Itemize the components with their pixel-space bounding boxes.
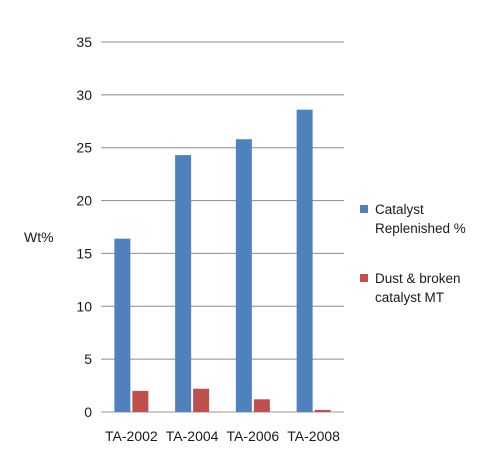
x-tick-label-TA-2006: TA-2006 (227, 428, 280, 444)
y-tick-label-5: 5 (84, 351, 92, 367)
x-tick-label-TA-2004: TA-2004 (166, 428, 219, 444)
y-tick-label-25: 25 (76, 140, 92, 156)
legend: Catalyst Replenished % Dust & broken cat… (360, 200, 475, 338)
bars (114, 109, 331, 413)
bar-2-TA-2006 (253, 399, 270, 412)
bar-1-TA-2004 (175, 155, 192, 412)
bar-1-TA-2008 (296, 109, 313, 413)
y-tick-label-30: 30 (76, 87, 92, 103)
y-axis-label: Wt% (24, 229, 54, 245)
legend-swatch-series-2 (360, 274, 368, 282)
legend-item-series-1: Catalyst Replenished % (360, 200, 475, 238)
gridlines (101, 41, 344, 413)
y-tick-label-20: 20 (76, 193, 92, 209)
x-tick-label-TA-2002: TA-2002 (105, 428, 158, 444)
bar-1-TA-2006 (235, 139, 252, 412)
y-tick-label-15: 15 (76, 245, 92, 261)
bar-2-TA-2004 (193, 388, 210, 412)
legend-item-series-2: Dust & broken catalyst MT (360, 269, 475, 307)
y-tick-label-10: 10 (76, 298, 92, 314)
y-tick-labels: 0 5 10 15 20 25 30 35 (76, 34, 92, 420)
legend-swatch-series-1 (360, 205, 368, 213)
legend-label-series-1: Catalyst Replenished % (375, 202, 466, 236)
bar-2-TA-2002 (132, 390, 149, 412)
x-tick-label-TA-2008: TA-2008 (287, 428, 340, 444)
x-tick-labels: TA-2002 TA-2004 TA-2006 TA-2008 (105, 428, 340, 444)
bar-1-TA-2002 (114, 238, 131, 412)
bar-2-TA-2008 (314, 409, 331, 412)
y-tick-label-0: 0 (84, 404, 92, 420)
legend-label-series-2: Dust & broken catalyst MT (375, 271, 461, 305)
y-tick-label-35: 35 (76, 34, 92, 50)
